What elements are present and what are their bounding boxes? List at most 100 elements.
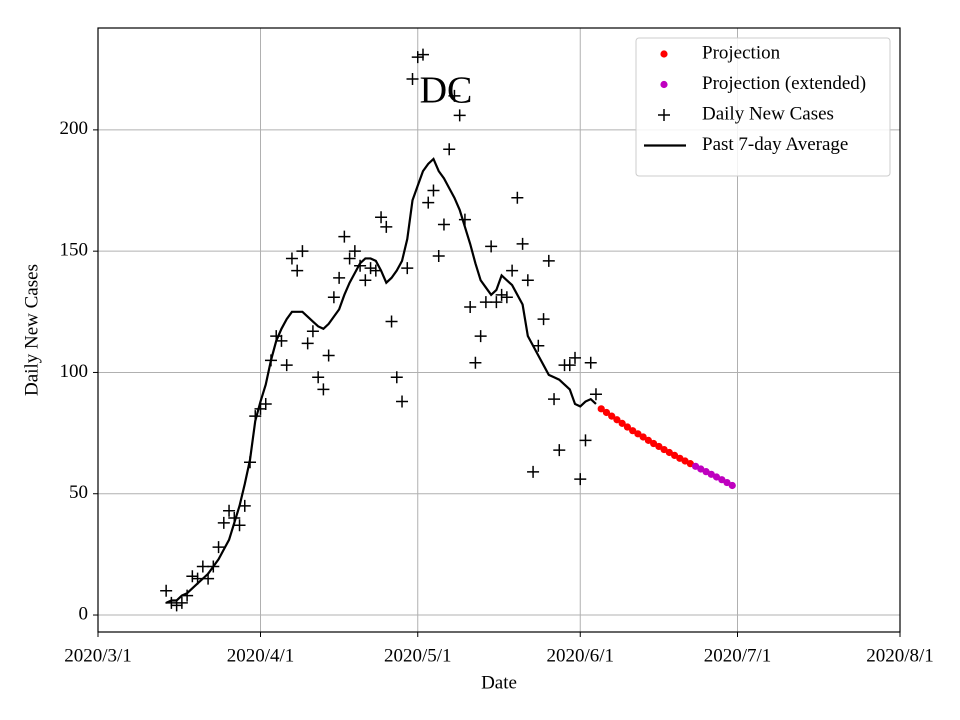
plus-marker: [589, 388, 602, 401]
legend: Projection Projection (extended) Daily New…: [635, 37, 891, 177]
plus-marker: [516, 237, 529, 250]
point: [629, 427, 637, 435]
legend-box: [635, 37, 891, 177]
plus-marker: [375, 211, 388, 224]
plus-marker: [385, 315, 398, 328]
plus-marker: [175, 596, 188, 609]
plus-marker: [548, 393, 561, 406]
plus-marker: [448, 89, 461, 102]
plus-marker: [259, 397, 272, 410]
plus-marker: [527, 465, 540, 478]
marks: [160, 48, 736, 612]
plus-marker: [327, 291, 340, 304]
point: [723, 478, 731, 487]
y-tick-label: 100: [60, 361, 89, 382]
plus-marker: [479, 296, 492, 309]
y-tick-label: 50: [69, 482, 88, 503]
x-tick-label: 2020/4/1: [227, 645, 295, 666]
x-tick-label: 2020/8/1: [866, 645, 934, 666]
point: [634, 430, 642, 438]
plus-marker: [280, 359, 293, 372]
plus-marker: [521, 274, 534, 287]
point: [671, 451, 679, 460]
plus-marker: [485, 240, 498, 253]
point: [608, 412, 616, 420]
plus-marker: [396, 395, 409, 408]
plus-marker: [317, 383, 330, 396]
y-axis-label: Daily New Cases: [21, 264, 42, 396]
y-tick-label: 150: [60, 240, 89, 261]
plus-marker: [196, 560, 209, 573]
plus-marker: [464, 300, 477, 313]
line: [165, 157, 597, 604]
plus-marker: [443, 143, 456, 156]
point: [718, 476, 726, 484]
legend-label: Projection: [702, 42, 781, 63]
point: [665, 448, 673, 457]
x-axis-label: Date: [481, 672, 517, 693]
plus-marker: [322, 349, 335, 362]
point: [660, 50, 668, 58]
plus-marker: [364, 262, 377, 275]
ticks: 2020/3/1 2020/4/1 2020/5/1 2020/6/1 2020/7/1…: [60, 118, 934, 666]
x-tick-label: 2020/6/1: [546, 645, 614, 666]
plus-marker: [569, 351, 582, 364]
plus-marker: [495, 288, 508, 301]
point: [623, 423, 632, 431]
plus-marker: [390, 371, 403, 384]
plus-marker: [233, 519, 246, 532]
y-tick-label: 200: [60, 118, 89, 139]
plus-marker: [658, 109, 670, 121]
plus-marker: [406, 72, 419, 85]
point: [660, 445, 668, 454]
point: [613, 416, 621, 424]
plus-marker: [437, 218, 450, 231]
plus-marker: [432, 250, 445, 263]
x-tick-label: 2020/3/1: [64, 645, 132, 666]
plus-marker: [275, 334, 288, 347]
plus-marker: [511, 191, 524, 204]
plus-marker: [212, 541, 225, 554]
plus-marker: [416, 48, 429, 61]
plus-marker: [453, 109, 466, 122]
plus-marker: [401, 262, 414, 275]
plus-marker: [285, 252, 298, 265]
point: [644, 436, 652, 444]
point: [639, 433, 647, 441]
plus-marker: [474, 330, 487, 343]
plus-marker: [584, 356, 597, 369]
plus-marker: [490, 296, 503, 309]
plus-marker: [238, 499, 251, 512]
plus-marker: [186, 570, 199, 583]
y-tick-label: 0: [79, 603, 89, 624]
plus-marker: [563, 359, 576, 372]
plus-marker: [506, 264, 519, 277]
plus-marker: [217, 516, 230, 529]
plot-frame: [97, 27, 901, 633]
legend-label: Projection (extended): [702, 73, 866, 94]
plus-marker: [359, 274, 372, 287]
plus-marker: [469, 356, 482, 369]
plus-marker: [301, 337, 314, 350]
point: [618, 419, 626, 427]
plus-marker: [354, 259, 367, 272]
plus-marker: [160, 584, 173, 597]
point: [597, 405, 605, 413]
plus-marker: [427, 184, 440, 197]
plus-marker: [579, 434, 592, 447]
plus-marker: [296, 245, 309, 258]
point: [650, 439, 658, 448]
plus-marker: [500, 291, 513, 304]
legend-label: Past 7-day Average: [702, 134, 848, 155]
plus-marker: [306, 325, 319, 338]
plus-marker: [291, 264, 304, 277]
x-tick-label: 2020/5/1: [384, 645, 452, 666]
plus-marker: [223, 504, 236, 517]
plus-marker: [333, 271, 346, 284]
plus-marker: [422, 196, 435, 209]
point: [602, 408, 611, 417]
plus-marker: [411, 51, 424, 64]
plus-marker: [338, 230, 351, 243]
plus-marker: [537, 313, 550, 326]
